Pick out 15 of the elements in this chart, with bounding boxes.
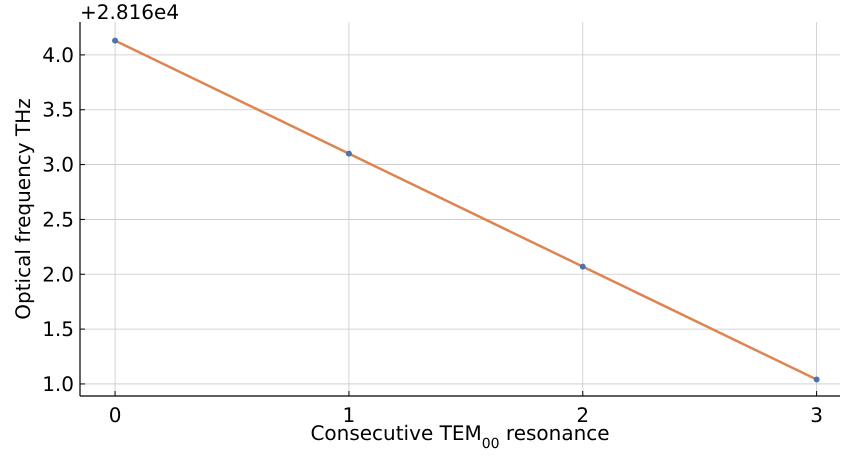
point xyxy=(814,376,820,383)
y-axis-title: Optical frequency THz xyxy=(11,98,35,320)
point xyxy=(112,38,118,44)
y-tick-label: 2.5 xyxy=(42,207,74,232)
x-tick-label: 0 xyxy=(108,403,122,427)
y-tick-label: 3.5 xyxy=(42,98,74,122)
annotation: +2.816e4 xyxy=(80,0,180,24)
y-tick-label: 1.5 xyxy=(42,317,74,342)
y-tick-label: 2.0 xyxy=(42,262,74,286)
point xyxy=(580,264,586,270)
y-tick-label: 1.0 xyxy=(42,372,74,396)
y-tick-label: 3.0 xyxy=(42,152,74,177)
y-tick-label: 4.0 xyxy=(42,42,74,67)
point xyxy=(346,150,352,157)
x-tick-label: 3 xyxy=(810,403,823,427)
